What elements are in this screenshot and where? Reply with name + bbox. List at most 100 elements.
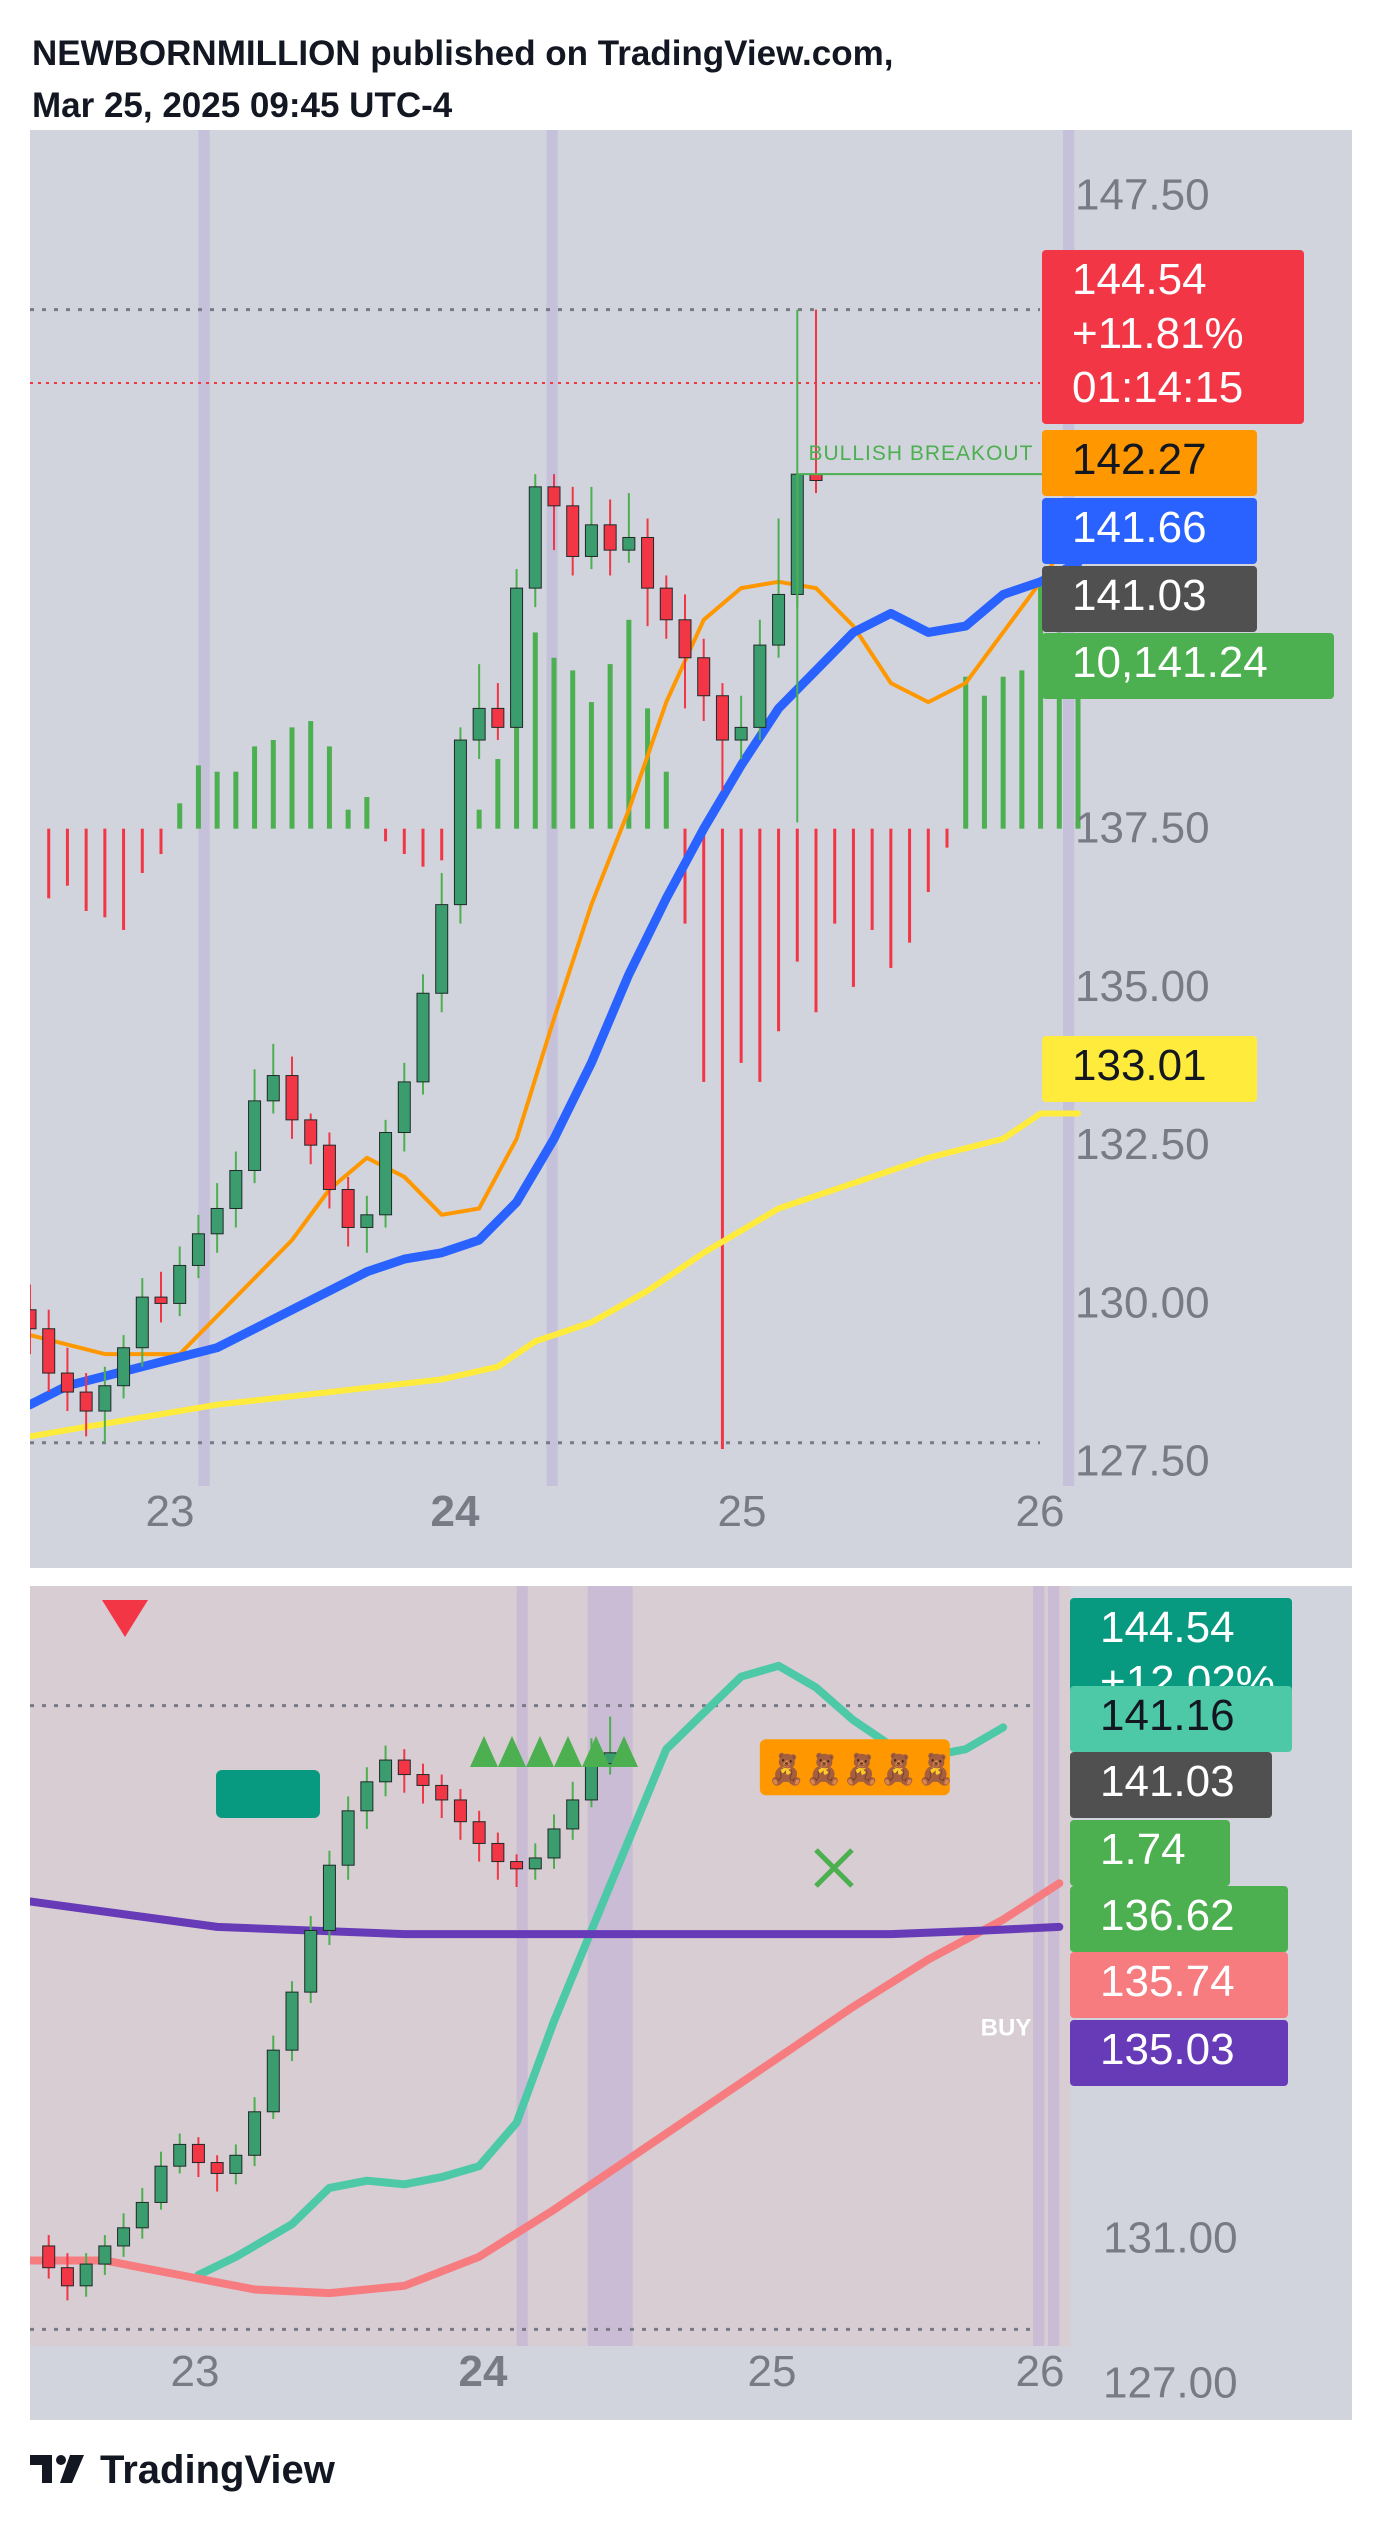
candle-body-28 (566, 1799, 580, 1830)
histogram-bar-4 (122, 828, 126, 930)
histogram-bar-20 (421, 828, 425, 867)
x-tick-label-1: 24 (431, 1487, 480, 1536)
histogram-bar-9 (214, 771, 220, 829)
footer-brand: TradingView (100, 2447, 335, 2492)
candle-body-13 (285, 1991, 299, 2051)
candle-body-17 (341, 1188, 355, 1228)
candle-body-26 (528, 1857, 542, 1870)
candle-body-9 (210, 2162, 224, 2174)
price-chart-svg[interactable]: BULLISH BREAKOUT🔥🚀147.50137.50135.00132.… (30, 130, 1352, 1568)
candle-body-4 (98, 1385, 112, 1412)
ma-line-1 (30, 558, 1083, 1410)
histogram-bar-21 (440, 828, 444, 861)
bear-badge-bg (759, 1739, 950, 1796)
cross-signal-icon (814, 1848, 854, 1888)
candle-body-13 (266, 1075, 280, 1102)
price-label-text-1-0: 142.27 (1072, 435, 1207, 484)
candle-body-16 (341, 1810, 355, 1866)
candle-body-40 (772, 593, 786, 646)
candle-body-6 (154, 2165, 168, 2203)
histogram-bar-54 (1056, 632, 1062, 829)
histogram-bar-6 (159, 828, 163, 854)
candle-body-25 (510, 1861, 524, 1870)
histogram-bar-7 (177, 803, 183, 829)
histogram-bar-42 (833, 828, 837, 924)
breakout-bracket (796, 473, 1071, 823)
candle-body-29 (584, 1763, 598, 1801)
histogram-bar-24 (495, 759, 501, 829)
candle-body-27 (528, 486, 542, 589)
price-label-bg-1 (1070, 1686, 1292, 1752)
histogram-bar-17 (364, 797, 370, 829)
histogram-bar-30 (607, 664, 613, 829)
histogram-bar-50 (981, 695, 987, 829)
candle-body-14 (285, 1075, 299, 1121)
candle-body-39 (753, 644, 767, 728)
histogram-bar-53 (1038, 581, 1044, 829)
histogram-bar-8 (195, 765, 201, 829)
candle-body-34 (659, 587, 673, 621)
histogram-bar-46 (908, 828, 912, 943)
histogram-bar-10 (233, 771, 239, 829)
candle-body-33 (641, 536, 655, 589)
candle-body-15 (304, 1119, 318, 1146)
buy-label: BUY (981, 2015, 1032, 2042)
histogram-bar-33 (663, 771, 669, 829)
histogram-bar-45 (889, 828, 893, 968)
histogram-bar-13 (289, 727, 295, 829)
candle-body-7 (154, 1296, 168, 1304)
candle-body-11 (248, 2111, 262, 2156)
price-label-text-1-0: 141.16 (1100, 1691, 1235, 1740)
price-chart-panel[interactable]: BULLISH BREAKOUT🔥🚀147.50137.50135.00132.… (30, 130, 1352, 1568)
x-tick-label-2: 25 (748, 2347, 797, 2396)
candle-body-35 (678, 619, 692, 659)
buy-signal-triangles (470, 1736, 638, 1767)
x-tick-label-3: 26 (1016, 1487, 1065, 1536)
price-label-bg-0 (1042, 250, 1304, 424)
breakout-label: BULLISH BREAKOUT (809, 442, 1034, 465)
indicator-chart-panel[interactable]: BUY 🧸🧸🧸🧸🧸 131.00 127.00 144.54 +12.02% 141.16 1… (30, 1586, 1352, 2420)
price-label-bg-2 (1070, 1752, 1272, 1818)
candle-body-24 (472, 707, 486, 741)
candle-body-23 (453, 739, 467, 906)
candle-body-3 (98, 2245, 112, 2265)
session-shade (30, 1586, 1071, 2346)
histogram-bar-0 (47, 828, 51, 899)
price-label-text-6-0: 135.03 (1100, 2025, 1235, 2074)
candle-body-18 (360, 1214, 374, 1228)
y-tick-label-0: 147.50 (1075, 171, 1210, 220)
y-tick-label-2: 135.00 (1075, 962, 1210, 1011)
candle-body-1 (60, 2267, 74, 2287)
candle-body-12 (248, 1100, 262, 1171)
price-label-text-4-0: 10,141.24 (1072, 638, 1268, 687)
histogram-bar-40 (795, 828, 799, 962)
candle-body-6 (135, 1296, 149, 1349)
candle-body-28 (547, 486, 561, 507)
candle-body-22 (453, 1799, 467, 1823)
candle-body-27 (547, 1828, 561, 1859)
histogram-bar-29 (588, 702, 594, 829)
x-tick-label-0: 23 (146, 1487, 195, 1536)
price-label-bg-5 (1070, 1952, 1288, 2018)
histogram-bar-5 (140, 828, 144, 873)
histogram-bar-38 (758, 828, 762, 1082)
histogram-bar-52 (1019, 670, 1025, 829)
histogram-bar-32 (645, 708, 651, 829)
histogram-bar-16 (345, 809, 351, 829)
session-band-2 (1033, 1586, 1045, 2346)
candle-body-5 (117, 1347, 131, 1387)
histogram-bar-12 (270, 740, 276, 829)
publisher-line: NEWBORNMILLION published on TradingView.… (32, 34, 894, 73)
candle-body-2 (60, 1372, 74, 1393)
histogram-bar-19 (402, 828, 406, 854)
candle-body-17 (360, 1781, 374, 1812)
ma-line-2 (30, 1897, 1064, 1939)
y-tick-label-0: 131.00 (1103, 2214, 1238, 2263)
session-band-3 (1048, 1586, 1060, 2346)
price-label-text-5-0: 133.01 (1072, 1041, 1207, 1090)
price-label-text-2-0: 141.66 (1072, 503, 1207, 552)
candle-body-8 (191, 2143, 205, 2164)
histogram-bar-39 (777, 828, 781, 1032)
indicator-chart-svg[interactable]: BUY🧸🧸🧸🧸🧸131.00127.00144.54+12.02%141.161… (30, 1586, 1352, 2420)
price-label-text-5-0: 135.74 (1100, 1957, 1235, 2006)
